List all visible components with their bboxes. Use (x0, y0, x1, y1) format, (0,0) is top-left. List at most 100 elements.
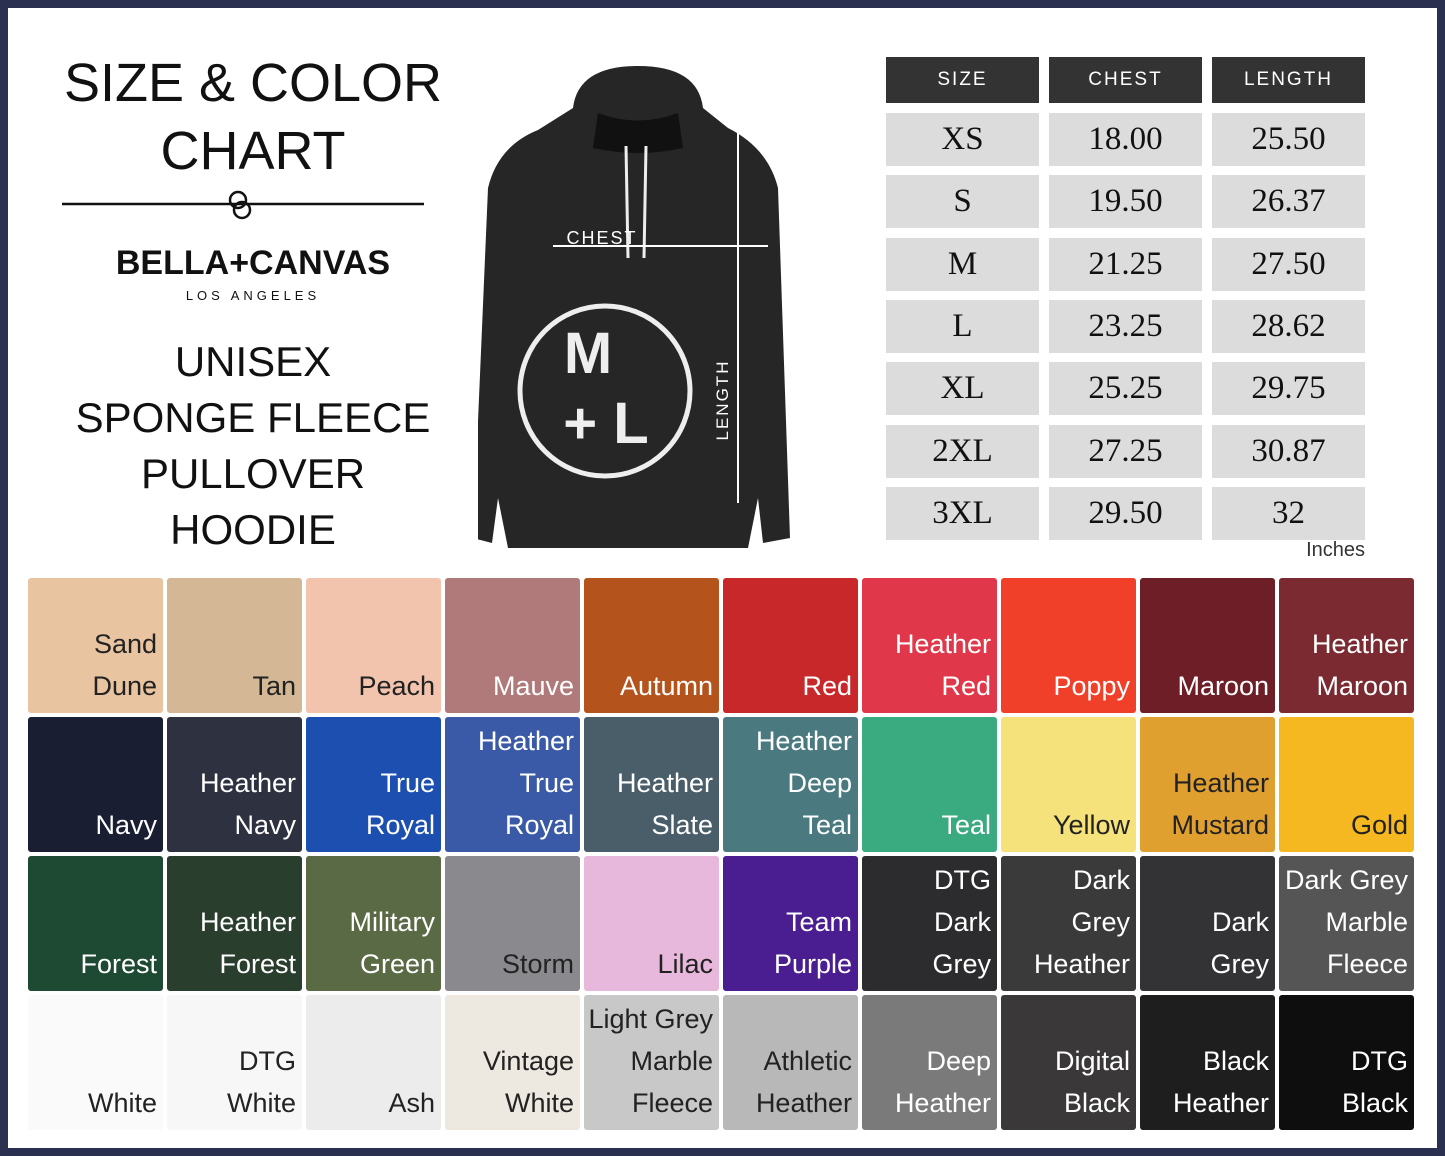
swatch-label: Tan (252, 671, 296, 701)
title-line: SIZE & COLOR (63, 53, 443, 113)
swatch-label: Digital (1054, 1046, 1130, 1076)
color-swatch: White (28, 995, 163, 1130)
swatch-label: Gold (1350, 810, 1408, 840)
color-swatch: Heather Mustard (1140, 717, 1275, 852)
title-line: CHART (160, 121, 346, 181)
unit-label: Inches (1306, 539, 1365, 561)
color-swatch: Heather Navy (167, 717, 302, 852)
length-label: LENGTH (713, 360, 732, 441)
hoodie-diagram: CHEST LENGTH M + L (478, 66, 790, 548)
table-cell: 2XL (886, 424, 1039, 478)
color-swatch: Military Green (306, 856, 441, 991)
color-swatch: Yellow (1001, 717, 1136, 852)
color-swatch: Poppy (1001, 578, 1136, 713)
swatch-label: Military (349, 907, 436, 937)
color-swatch: Tan (167, 578, 302, 713)
swatch-label: Maroon (1177, 671, 1269, 701)
swatch-label: Storm (501, 949, 574, 979)
color-swatch: DTG Black (1279, 995, 1414, 1130)
swatch-label: White (87, 1088, 157, 1118)
swatch-label: Grey (1210, 949, 1269, 979)
table-cell: 29.75 (1212, 362, 1365, 416)
color-swatch: Light Grey Marble Fleece (584, 995, 719, 1130)
swatch-label: Yellow (1052, 810, 1130, 840)
color-swatch: Vintage White (445, 995, 580, 1130)
swatch-label: Black (1063, 1088, 1130, 1118)
color-swatch: Black Heather (1140, 995, 1275, 1130)
swatch-label: Heather (1172, 1088, 1269, 1118)
swatch-label: White (504, 1088, 574, 1118)
swatch-label: DTG (934, 865, 991, 895)
swatch-label: Fleece (1326, 949, 1408, 979)
brand-sub: LOS ANGELES (185, 288, 321, 303)
swatch-label: Royal (365, 810, 435, 840)
swatch-label: Heather (755, 726, 852, 756)
color-swatch: Autumn (584, 578, 719, 713)
swatch-label: Grey (932, 949, 991, 979)
table-cell: 23.25 (1049, 299, 1202, 353)
product-line: SPONGE FLEECE (75, 394, 431, 441)
color-swatch: Sand Dune (28, 578, 163, 713)
chest-label: CHEST (566, 228, 637, 248)
table-cell: S (886, 175, 1039, 229)
color-swatch: Teal (862, 717, 997, 852)
swatch-label: Slate (651, 810, 713, 840)
swatch-label: Dune (92, 671, 157, 701)
swatch-label: Heather (894, 1088, 991, 1118)
swatch-label: White (226, 1088, 296, 1118)
divider (62, 190, 424, 220)
color-swatch: True Royal (306, 717, 441, 852)
table-cell: 3XL (886, 486, 1039, 540)
swatch-label: Red (802, 671, 852, 701)
table-cell: 25.25 (1049, 362, 1202, 416)
swatch-label: Heather (894, 629, 991, 659)
table-header: CHEST (1049, 57, 1202, 103)
swatch-label: Red (941, 671, 991, 701)
swatch-label: Teal (941, 810, 991, 840)
swatch-label: Heather (1172, 768, 1269, 798)
color-swatch: Ash (306, 995, 441, 1130)
swatch-label: Maroon (1316, 671, 1408, 701)
swatch-label: Poppy (1053, 671, 1130, 701)
swatch-label: Peach (358, 671, 435, 701)
color-swatch: DTG Dark Grey (862, 856, 997, 991)
table-cell: L (886, 299, 1039, 353)
swatch-label: Heather (199, 907, 296, 937)
swatch-label: Navy (95, 810, 157, 840)
table-cell: 27.25 (1049, 424, 1202, 478)
table-cell: 28.62 (1212, 299, 1365, 353)
product-line: UNISEX (174, 338, 332, 385)
table-cell: M (886, 237, 1039, 291)
table-cell: 25.50 (1212, 113, 1365, 166)
swatch-label: Dark (933, 907, 991, 937)
table-cell: 32 (1212, 486, 1365, 540)
color-swatch: Dark Grey Marble Fleece (1279, 856, 1414, 991)
swatch-label: Royal (504, 810, 574, 840)
table-cell: 29.50 (1049, 486, 1202, 540)
color-swatch: Digital Black (1001, 995, 1136, 1130)
swatch-label: Black (1202, 1046, 1269, 1076)
table-cell: 26.37 (1212, 175, 1365, 229)
swatch-label: Mustard (1171, 810, 1269, 840)
swatch-label: Mauve (492, 671, 574, 701)
color-swatch: Maroon (1140, 578, 1275, 713)
swatch-label: True (380, 768, 435, 798)
color-swatch: Heather True Royal (445, 717, 580, 852)
color-swatch: Deep Heather (862, 995, 997, 1130)
color-swatch: Mauve (445, 578, 580, 713)
table-header: LENGTH (1212, 57, 1365, 103)
swatch-label: Teal (802, 810, 852, 840)
swatch-label: Purple (773, 949, 852, 979)
swatch-label: Heather (1311, 629, 1408, 659)
table-cell: 30.87 (1212, 424, 1365, 478)
color-swatch: Dark Grey (1140, 856, 1275, 991)
swatch-label: Ash (388, 1088, 435, 1118)
swatch-label: Heather (1033, 949, 1130, 979)
swatch-label: Heather (199, 768, 296, 798)
swatch-label: Deep (926, 1046, 991, 1076)
swatch-label: Sand (93, 629, 157, 659)
color-swatch: Peach (306, 578, 441, 713)
table-cell: 21.25 (1049, 237, 1202, 291)
logo-bottom: + L (563, 391, 648, 456)
